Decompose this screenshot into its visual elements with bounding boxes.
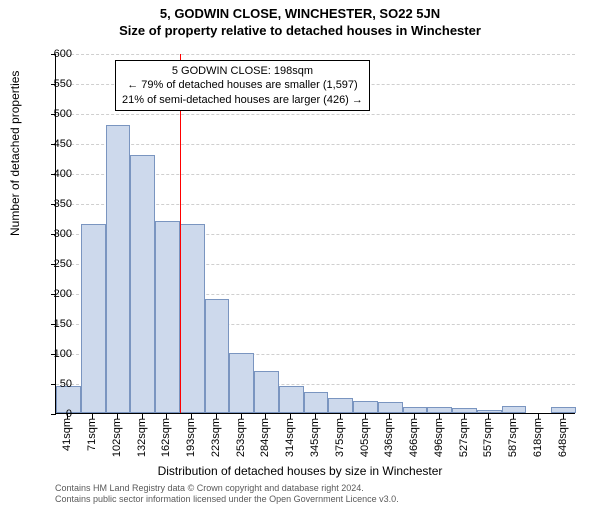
histogram-bar	[81, 224, 106, 413]
xtick-label: 557sqm	[482, 418, 494, 457]
histogram-bar	[304, 392, 329, 413]
xtick-mark	[389, 414, 390, 419]
histogram-bar	[328, 398, 353, 413]
xtick-mark	[265, 414, 266, 419]
ytick-label: 600	[32, 48, 72, 60]
xtick-label: 405sqm	[359, 418, 371, 457]
xtick-mark	[414, 414, 415, 419]
ytick-label: 200	[32, 288, 72, 300]
histogram-bar	[403, 407, 428, 413]
xtick-mark	[92, 414, 93, 419]
xtick-mark	[365, 414, 366, 419]
histogram-bar	[229, 353, 254, 413]
x-axis-label: Distribution of detached houses by size …	[0, 464, 600, 478]
gridline	[56, 144, 575, 145]
xtick-mark	[538, 414, 539, 419]
annotation-line1: 5 GODWIN CLOSE: 198sqm	[122, 64, 363, 78]
xtick-mark	[191, 414, 192, 419]
footer-line2: Contains public sector information licen…	[55, 494, 399, 504]
xtick-mark	[117, 414, 118, 419]
xtick-label: 253sqm	[235, 418, 247, 457]
xtick-mark	[142, 414, 143, 419]
chart-area: 5 GODWIN CLOSE: 198sqm ← 79% of detached…	[55, 54, 575, 414]
histogram-bar	[378, 402, 403, 413]
xtick-label: 436sqm	[383, 418, 395, 457]
histogram-bar	[452, 408, 477, 413]
xtick-label: 71sqm	[86, 418, 98, 451]
chart-subtitle: Size of property relative to detached ho…	[0, 23, 600, 38]
xtick-label: 375sqm	[334, 418, 346, 457]
ytick-label: 300	[32, 228, 72, 240]
xtick-mark	[290, 414, 291, 419]
xtick-label: 132sqm	[136, 418, 148, 457]
xtick-mark	[439, 414, 440, 419]
xtick-label: 162sqm	[160, 418, 172, 457]
ytick-label: 450	[32, 138, 72, 150]
histogram-bar	[427, 407, 452, 413]
histogram-bar	[353, 401, 378, 413]
ytick-label: 350	[32, 198, 72, 210]
ytick-label: 0	[32, 408, 72, 420]
ytick-label: 100	[32, 348, 72, 360]
footer-attribution: Contains HM Land Registry data © Crown c…	[55, 483, 399, 504]
xtick-mark	[216, 414, 217, 419]
xtick-mark	[315, 414, 316, 419]
histogram-bar	[155, 221, 180, 413]
xtick-mark	[340, 414, 341, 419]
annotation-box: 5 GODWIN CLOSE: 198sqm ← 79% of detached…	[115, 60, 370, 111]
xtick-mark	[464, 414, 465, 419]
gridline	[56, 114, 575, 115]
xtick-label: 648sqm	[557, 418, 569, 457]
histogram-bar	[502, 406, 527, 413]
xtick-mark	[166, 414, 167, 419]
xtick-mark	[488, 414, 489, 419]
xtick-label: 223sqm	[210, 418, 222, 457]
ytick-label: 150	[32, 318, 72, 330]
histogram-bar	[477, 410, 502, 413]
histogram-bar	[205, 299, 230, 413]
xtick-mark	[563, 414, 564, 419]
footer-line1: Contains HM Land Registry data © Crown c…	[55, 483, 399, 493]
xtick-label: 587sqm	[507, 418, 519, 457]
xtick-mark	[513, 414, 514, 419]
histogram-bar	[180, 224, 205, 413]
xtick-label: 193sqm	[185, 418, 197, 457]
ytick-label: 250	[32, 258, 72, 270]
y-axis-label: Number of detached properties	[8, 71, 22, 236]
ytick-label: 400	[32, 168, 72, 180]
histogram-bar	[130, 155, 155, 413]
xtick-label: 496sqm	[433, 418, 445, 457]
xtick-label: 618sqm	[532, 418, 544, 457]
histogram-bar	[254, 371, 279, 413]
ytick-label: 50	[32, 378, 72, 390]
ytick-label: 550	[32, 78, 72, 90]
histogram-bar	[551, 407, 576, 413]
xtick-label: 41sqm	[61, 418, 73, 451]
xtick-label: 284sqm	[259, 418, 271, 457]
annotation-line3: 21% of semi-detached houses are larger (…	[122, 93, 363, 107]
xtick-label: 345sqm	[309, 418, 321, 457]
gridline	[56, 54, 575, 55]
xtick-label: 527sqm	[458, 418, 470, 457]
annotation-line2: ← 79% of detached houses are smaller (1,…	[122, 78, 363, 92]
histogram-bar	[106, 125, 131, 413]
ytick-label: 500	[32, 108, 72, 120]
xtick-label: 102sqm	[111, 418, 123, 457]
xtick-mark	[241, 414, 242, 419]
xtick-label: 314sqm	[284, 418, 296, 457]
histogram-bar	[279, 386, 304, 413]
xtick-label: 466sqm	[408, 418, 420, 457]
page-title: 5, GODWIN CLOSE, WINCHESTER, SO22 5JN	[0, 6, 600, 21]
